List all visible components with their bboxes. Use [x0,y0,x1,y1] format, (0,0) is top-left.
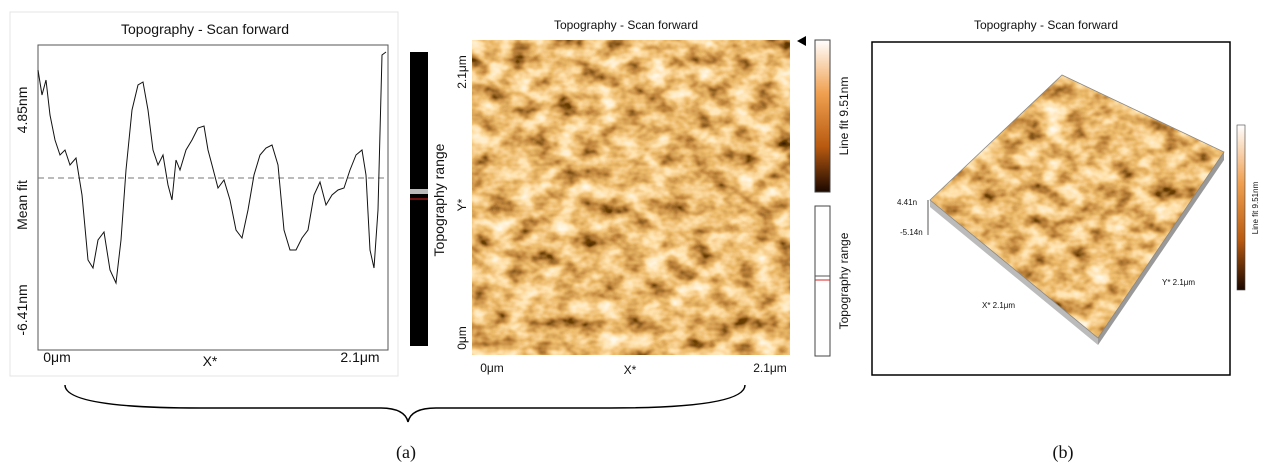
plot-frame [37,44,389,351]
range-bar [814,205,831,357]
z-label: -5.14n [900,228,923,237]
z-label: 4.41n [897,198,917,207]
title: Topography - Scan forward [974,18,1118,32]
x-label: 2.1μm [340,349,379,365]
cursor [797,36,806,46]
x-label: X* [624,363,637,377]
x-label: 0μm [480,361,504,375]
afm-image [472,40,790,355]
x-label: X* 2.1μm [982,301,1015,310]
x-label: 2.1μm [753,361,787,375]
y-label: Y* [455,198,469,211]
surface-edge [929,74,1225,339]
caption: (b) [1053,442,1074,463]
profile-panel: Topography - Scan forward 4.85nm Mean fi… [9,11,447,377]
y-label: 0μm [455,326,469,350]
range-marker [410,189,428,194]
profile-line [37,51,387,285]
image-panel: Topography - Scan forward 2.1μm Y* 0μm 0… [455,18,851,377]
caption: (a) [396,442,416,463]
x-label: X* [203,353,218,369]
range-label: Topography range [837,232,851,329]
y-label: -6.41nm [14,284,30,335]
colorbar [814,39,831,193]
colorbar-label: Line fit 9.51nm [837,77,851,156]
colorbar [1236,124,1246,291]
title: Topography - Scan forward [121,21,289,37]
surface-side [1098,152,1224,345]
3d-panel: Topography - Scan forward 4.41n -5.14n X… [871,18,1260,376]
y-label: 4.85nm [14,87,30,134]
surface-side [930,200,1098,345]
panel-frame [9,11,399,377]
colorbar-label: Line fit 9.51nm [1251,181,1260,234]
x-label: 0μm [43,349,71,365]
y-label: Y* 2.1μm [1162,278,1195,287]
y-label: Mean fit [14,180,30,230]
range-label: Topography range [431,143,447,256]
brace [64,384,746,423]
y-label: 2.1μm [455,55,469,89]
title: Topography - Scan forward [554,18,698,32]
